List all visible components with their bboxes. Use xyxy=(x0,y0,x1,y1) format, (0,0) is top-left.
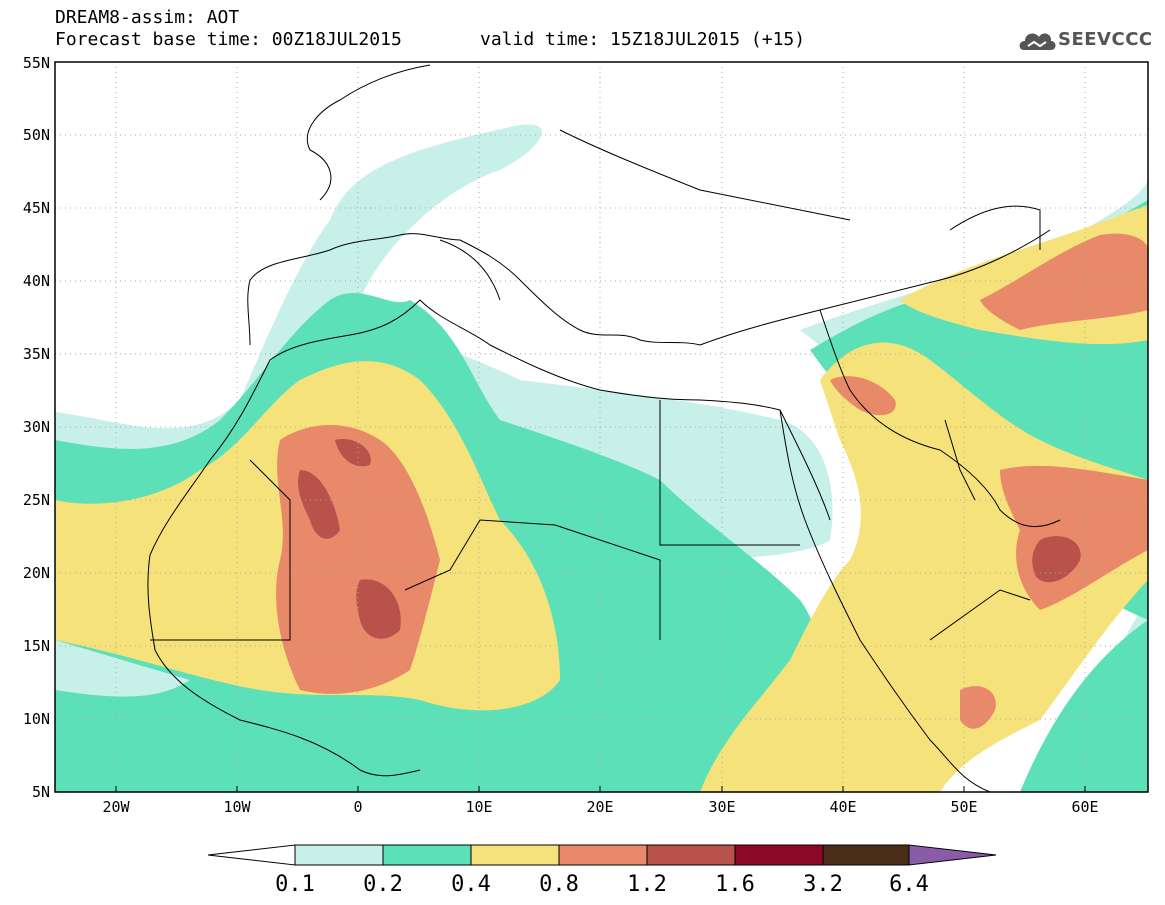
colorbar-label: 0.2 xyxy=(363,872,403,897)
lon-label: 40E xyxy=(829,798,856,816)
lat-label: 50N xyxy=(23,126,50,144)
colorbar-label: 0.4 xyxy=(451,872,491,897)
aot-band-1.2c xyxy=(356,579,401,639)
map-title: DREAM8-assim: AOT xyxy=(55,7,240,28)
colorbar-label: 6.4 xyxy=(889,872,929,897)
lon-label: 60E xyxy=(1071,798,1098,816)
lat-label: 5N xyxy=(32,783,50,801)
lon-label: 20W xyxy=(102,798,130,816)
lat-label: 25N xyxy=(23,491,50,509)
aot-band-1.2 xyxy=(335,439,371,467)
forecast-base-time: Forecast base time: 00Z18JUL2015 xyxy=(55,29,402,50)
plot-frame xyxy=(54,61,1149,793)
lat-label: 30N xyxy=(23,418,50,436)
colorbar-label: 1.2 xyxy=(627,872,667,897)
aot-band-0.8e xyxy=(960,686,996,729)
colorbar-upper-arrow xyxy=(908,844,997,866)
lat-label: 35N xyxy=(23,345,50,363)
colorbar xyxy=(207,844,997,866)
lat-label: 15N xyxy=(23,637,50,655)
logo xyxy=(1019,33,1056,50)
lon-label: 0 xyxy=(353,798,362,816)
valid-time: valid time: 15Z18JUL2015 (+15) xyxy=(480,29,806,50)
colorbar-swatch-4 xyxy=(646,844,736,866)
colorbar-swatch-1 xyxy=(382,844,472,866)
colorbar-label: 0.1 xyxy=(275,872,315,897)
lon-label: 10W xyxy=(223,798,251,816)
colorbar-label: 3.2 xyxy=(803,872,843,897)
aot-band-0.8d xyxy=(830,376,896,416)
logo-text: SEEVCCC xyxy=(1058,29,1153,50)
coastlines xyxy=(147,64,1061,792)
lon-label: 30E xyxy=(708,798,735,816)
colorbar-swatch-3 xyxy=(558,844,648,866)
colorbar-label: 1.6 xyxy=(715,872,755,897)
aot-band-0.4b xyxy=(700,342,1148,792)
lat-label: 20N xyxy=(23,564,50,582)
colorbar-swatch-6 xyxy=(822,844,910,866)
aot-band-1.2b xyxy=(298,470,340,539)
lat-label: 40N xyxy=(23,272,50,290)
graticule xyxy=(55,62,1148,792)
colorbar-swatch-5 xyxy=(734,844,824,866)
lat-label: 10N xyxy=(23,710,50,728)
colorbar-swatch-0 xyxy=(294,844,384,866)
lon-label: 20E xyxy=(586,798,613,816)
aot-field xyxy=(55,62,1148,792)
colorbar-lower-arrow xyxy=(207,844,296,866)
aot-band-1.2d xyxy=(1032,536,1081,583)
tick-marks xyxy=(115,786,1086,792)
colorbar-swatch-2 xyxy=(470,844,560,866)
aot-band-0.8b xyxy=(980,233,1148,330)
lon-label: 50E xyxy=(950,798,977,816)
colorbar-label: 0.8 xyxy=(539,872,579,897)
lat-label: 55N xyxy=(23,54,50,72)
lat-label: 45N xyxy=(23,199,50,217)
lon-label: 10E xyxy=(465,798,492,816)
